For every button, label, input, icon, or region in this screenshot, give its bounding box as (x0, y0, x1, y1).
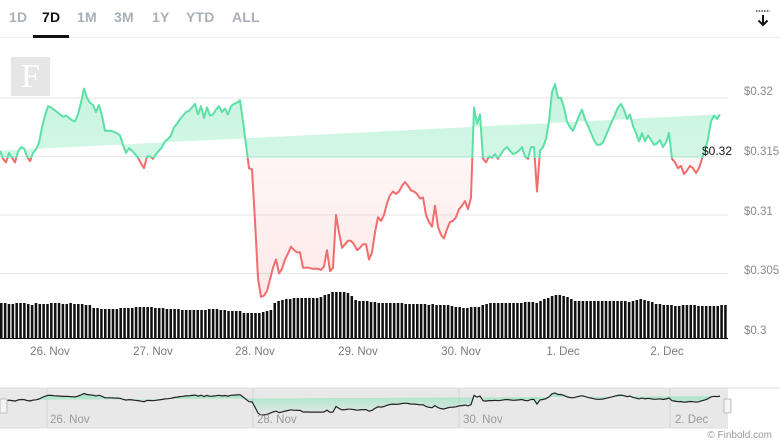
navigator-label-28-nov: 28. Nov (257, 414, 297, 426)
y-tick-0.305: $0.305 (744, 265, 780, 277)
navigator-handle[interactable] (723, 398, 732, 414)
navigator-label-2-dec: 2. Dec (675, 414, 709, 426)
tab-ytd[interactable]: YTD (186, 9, 215, 25)
volume-bars (0, 292, 728, 339)
tab-all[interactable]: ALL (232, 9, 260, 25)
y-tick-0.315: $0.315 (744, 146, 780, 158)
finbold-credit: © Finbold.com (707, 430, 772, 441)
navigator-label-26-nov: 26. Nov (50, 414, 90, 426)
finbold-logo: F (11, 57, 50, 96)
download-button[interactable] (754, 8, 772, 28)
tab-1d[interactable]: 1D (9, 9, 28, 25)
download-icon (756, 10, 770, 27)
x-tick-2-dec: 2. Dec (650, 346, 684, 358)
navigator[interactable] (0, 387, 780, 429)
navigator-label-30-nov: 30. Nov (463, 414, 503, 426)
tab-1m[interactable]: 1M (77, 9, 97, 25)
x-tick-27-nov: 27. Nov (133, 346, 173, 358)
active-tab-indicator (33, 35, 69, 38)
x-tick-1-dec: 1. Dec (546, 346, 580, 358)
tab-7d[interactable]: 7D (42, 9, 61, 25)
x-tick-30-nov: 30. Nov (441, 346, 481, 358)
price-area (0, 84, 720, 297)
x-tick-28-nov: 28. Nov (235, 346, 275, 358)
range-tabs: 1D 7D 1M 3M 1Y YTD ALL (0, 0, 780, 38)
x-tick-26-nov: 26. Nov (30, 346, 70, 358)
tab-3m[interactable]: 3M (114, 9, 134, 25)
navigator-handle[interactable] (0, 398, 8, 414)
last-price-label: $0.32 (702, 144, 733, 158)
y-tick-0.31: $0.31 (744, 206, 773, 218)
y-tick-0.3: $0.3 (744, 325, 767, 337)
price-line (0, 83, 721, 298)
y-tick-0.32: $0.32 (744, 86, 773, 98)
tab-1y[interactable]: 1Y (152, 9, 170, 25)
x-tick-29-nov: 29. Nov (338, 346, 378, 358)
